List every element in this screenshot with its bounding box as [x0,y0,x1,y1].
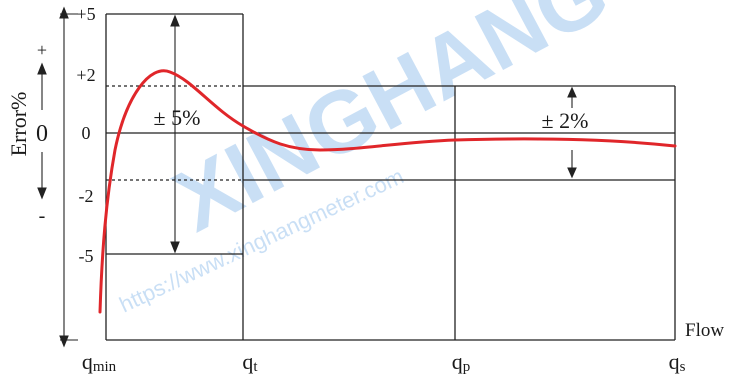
low-zone-arrow-head-bottom [170,241,180,254]
zero-sign-label: 0 [36,121,48,147]
plus-sign-label: + [37,40,47,60]
x-tick-label-qp: qp [452,349,471,375]
x-tick-label-qs: qs [669,349,686,375]
low-zone-arrow-head-top [170,14,180,27]
x-tick-qt-sub: t [253,359,258,375]
watermark: XINGHANG https://www.xinghangmeter.com [115,0,623,317]
mpe-zones [105,13,676,341]
x-tick-qmin-sub: min [93,359,117,375]
x-tick-labels: qmin qt qp qs [82,349,686,375]
left-full-arrow-head-top [59,6,69,19]
left-full-arrow-head-bottom [59,335,69,348]
high-zone-tolerance-label: ± 2% [542,108,589,133]
x-axis-title: Flow [685,320,724,341]
x-tick-qs-sub: s [680,359,686,375]
y-tick-label-minus5: -5 [79,246,94,266]
low-zone-tolerance-label: ± 5% [154,105,201,130]
minus-direction-arrow-head [37,187,47,200]
range-arrows [37,6,577,348]
error-curve [98,69,677,314]
high-zone-arrow-up-head [567,86,577,98]
minus-sign-label: - [39,205,46,227]
x-tick-qmin-base: q [82,349,93,374]
high-zone-arrow-down-head [567,167,577,179]
x-tick-qs-base: q [669,349,680,374]
x-tick-qp-base: q [452,349,463,374]
y-tick-label-minus2: -2 [79,186,94,206]
y-tick-label-plus5: +5 [76,4,95,24]
x-tick-qp-sub: p [463,359,471,375]
y-tick-labels: +5 +2 0 -2 -5 [76,4,95,266]
x-tick-label-qt: qt [242,349,258,375]
x-tick-label-qmin: qmin [82,349,117,375]
x-tick-qt-base: q [242,349,253,374]
y-tick-label-0: 0 [82,123,91,143]
y-tick-label-plus2: +2 [76,65,95,85]
y-axis-title: Error% [6,92,31,157]
plus-direction-arrow-head [37,62,47,75]
